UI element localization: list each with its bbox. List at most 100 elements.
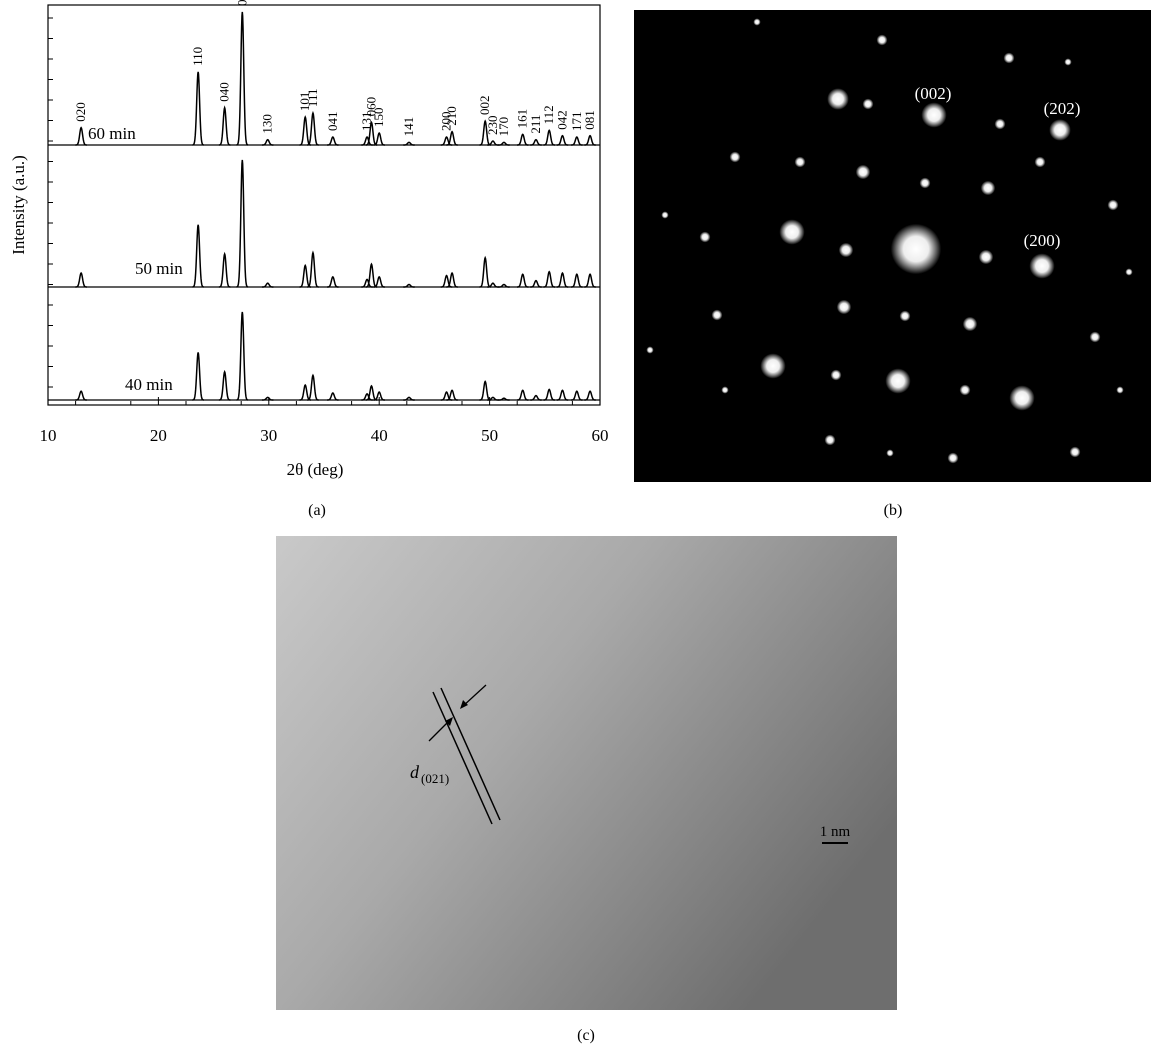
peak — [219, 372, 230, 400]
peak-label: 150 — [371, 108, 386, 128]
diffraction-spot — [979, 250, 993, 264]
diffraction-spot — [877, 35, 888, 46]
saed-label: (002) — [915, 84, 952, 103]
diffraction-spot — [760, 353, 785, 378]
hrtem-image — [276, 536, 897, 1010]
x-tick-label: 40 — [371, 426, 388, 445]
diffraction-spot — [1064, 58, 1071, 65]
series-label: 50 min — [135, 259, 183, 278]
peak-label: 130 — [260, 114, 275, 134]
x-tick-label: 10 — [40, 426, 57, 445]
diffraction-spot — [827, 88, 849, 110]
peak-label: 041 — [325, 112, 340, 132]
diffraction-spot — [795, 157, 806, 168]
caption: (a) — [308, 502, 326, 519]
diffraction-spot — [1116, 386, 1123, 393]
caption: (c) — [577, 1027, 595, 1044]
peak — [571, 391, 582, 400]
peak — [307, 113, 318, 145]
peak — [327, 277, 338, 287]
peak — [584, 391, 595, 400]
peak — [557, 390, 568, 400]
diffraction-spot — [837, 300, 851, 314]
diffraction-spot — [856, 165, 870, 179]
peak — [543, 130, 554, 145]
diffraction-spot — [1125, 268, 1132, 275]
diffraction-spot — [831, 370, 842, 381]
peak-label: 111 — [305, 89, 320, 108]
peak — [75, 128, 86, 145]
diffraction-spot — [995, 119, 1006, 130]
peak — [584, 136, 595, 145]
diffraction-spot — [753, 18, 760, 25]
peak — [571, 137, 582, 145]
peak-label: 020 — [73, 102, 88, 122]
plot-frame — [48, 5, 600, 405]
peak — [530, 396, 541, 400]
diffraction-spot — [661, 211, 668, 218]
peak — [192, 352, 203, 400]
saed-label: (200) — [1024, 231, 1061, 250]
peak-label: 042 — [554, 110, 569, 130]
diffraction-spot — [646, 346, 653, 353]
peak — [262, 140, 273, 145]
diffraction-spot — [960, 385, 971, 396]
diffraction-spot — [1009, 385, 1034, 410]
peak — [557, 273, 568, 287]
peak — [75, 391, 86, 400]
diffraction-spot — [1049, 119, 1071, 141]
diffraction-spot — [921, 102, 946, 127]
series-label: 60 min — [88, 124, 136, 143]
diffraction-spot — [1070, 447, 1081, 458]
scale-bar-label: 1 nm — [820, 824, 851, 840]
series-label: 40 min — [125, 375, 173, 394]
diffraction-spot — [825, 435, 836, 446]
peak — [237, 312, 248, 400]
peak — [584, 274, 595, 287]
peak — [219, 108, 230, 145]
diffraction-spot — [1004, 53, 1015, 64]
diffraction-spot — [839, 243, 853, 257]
diffraction-spot — [721, 386, 728, 393]
saed-label: (202) — [1044, 99, 1081, 118]
peak — [530, 281, 541, 287]
peak — [479, 258, 490, 287]
peak-label: 110 — [190, 47, 205, 66]
peak-label: 021 — [234, 0, 249, 6]
peak — [75, 273, 86, 287]
diffraction-spot — [712, 310, 723, 321]
x-axis-label: 2θ (deg) — [287, 460, 344, 479]
peak — [192, 72, 203, 145]
peak-label: 002 — [477, 96, 492, 116]
diffraction-spot — [1108, 200, 1119, 211]
diffraction-spot — [779, 219, 804, 244]
diffraction-spot — [886, 449, 893, 456]
diffraction-spot — [891, 224, 941, 274]
saed-panel: (002) (202) (200) — [634, 10, 1151, 482]
peak-label: 040 — [217, 82, 232, 102]
peak — [543, 272, 554, 287]
peak-label: 170 — [496, 117, 511, 137]
diffraction-spot — [948, 453, 959, 464]
peak — [219, 254, 230, 287]
diffraction-spot — [1090, 332, 1101, 343]
peak — [366, 264, 377, 287]
xrd-chart: 2θ (deg) Intensity (a.u.) 10203040506060… — [9, 0, 609, 479]
diffraction-spot — [1035, 157, 1046, 168]
x-tick-label: 60 — [592, 426, 609, 445]
diffraction-spot — [863, 99, 874, 110]
peak-label: 210 — [444, 106, 459, 126]
x-tick-label: 50 — [481, 426, 498, 445]
peak — [327, 393, 338, 400]
figure: 2θ (deg) Intensity (a.u.) 10203040506060… — [0, 0, 1156, 1048]
diffraction-spot — [1029, 253, 1054, 278]
peak — [543, 389, 554, 400]
peak — [366, 386, 377, 400]
peak — [517, 390, 528, 400]
peak — [299, 117, 310, 145]
peak — [557, 136, 568, 145]
diffraction-spot — [920, 178, 931, 189]
y-axis-label: Intensity (a.u.) — [9, 155, 28, 255]
peak — [530, 140, 541, 145]
diffraction-spot — [885, 368, 910, 393]
